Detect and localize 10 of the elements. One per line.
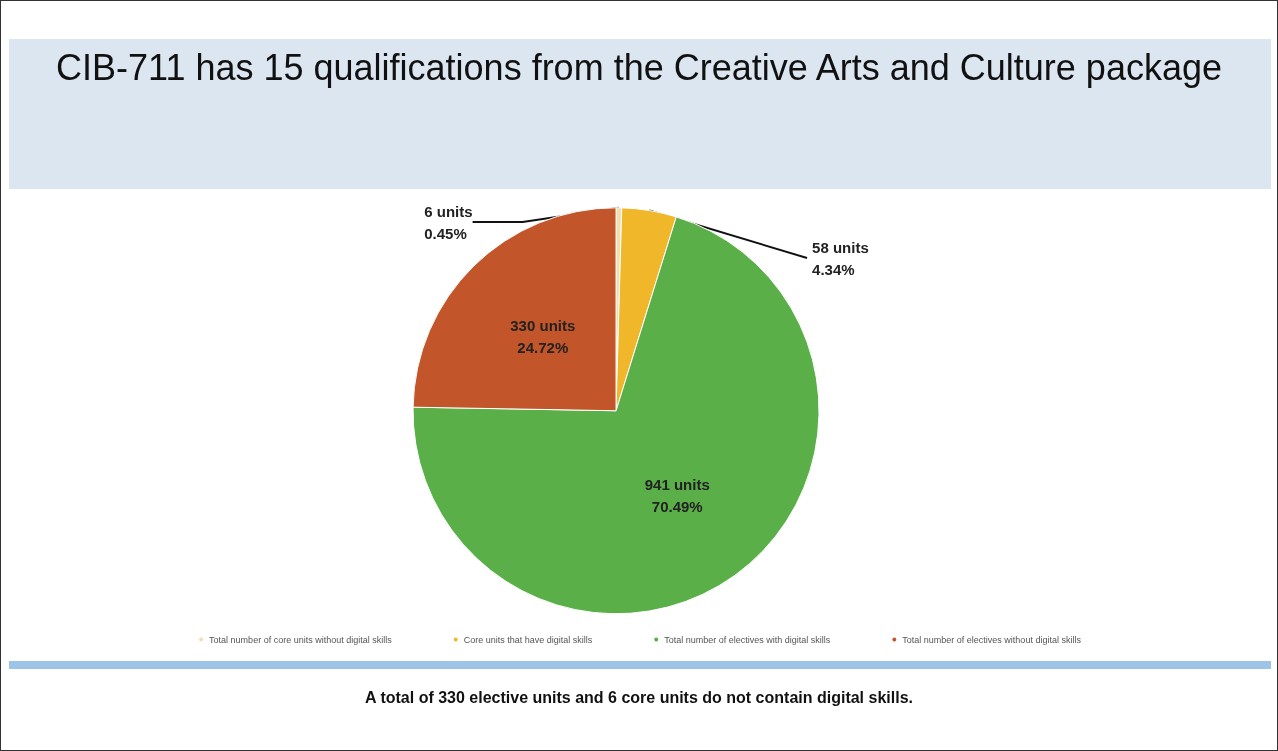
data-label: 58 units 4.34% (812, 238, 869, 278)
data-label: 330 units 24.72% (510, 316, 576, 356)
legend-label: Total number of electives with digital skills (664, 634, 831, 645)
legend-label: Total number of core units without digital skills (209, 634, 393, 645)
chart-title: CIB-711 has 15 qualifications from the Creative Arts and Culture package (55, 46, 1223, 90)
data-label: 6 units 0.45% (424, 202, 473, 242)
legend-label: Total number of electives without digital skills (902, 634, 1082, 645)
text: A total of 330 elective units and 6 core units do not contain digital skills. (364, 689, 914, 707)
legend-label: Core units that have digital skills (463, 634, 593, 645)
data-label: 941 units 70.49% (644, 475, 710, 515)
